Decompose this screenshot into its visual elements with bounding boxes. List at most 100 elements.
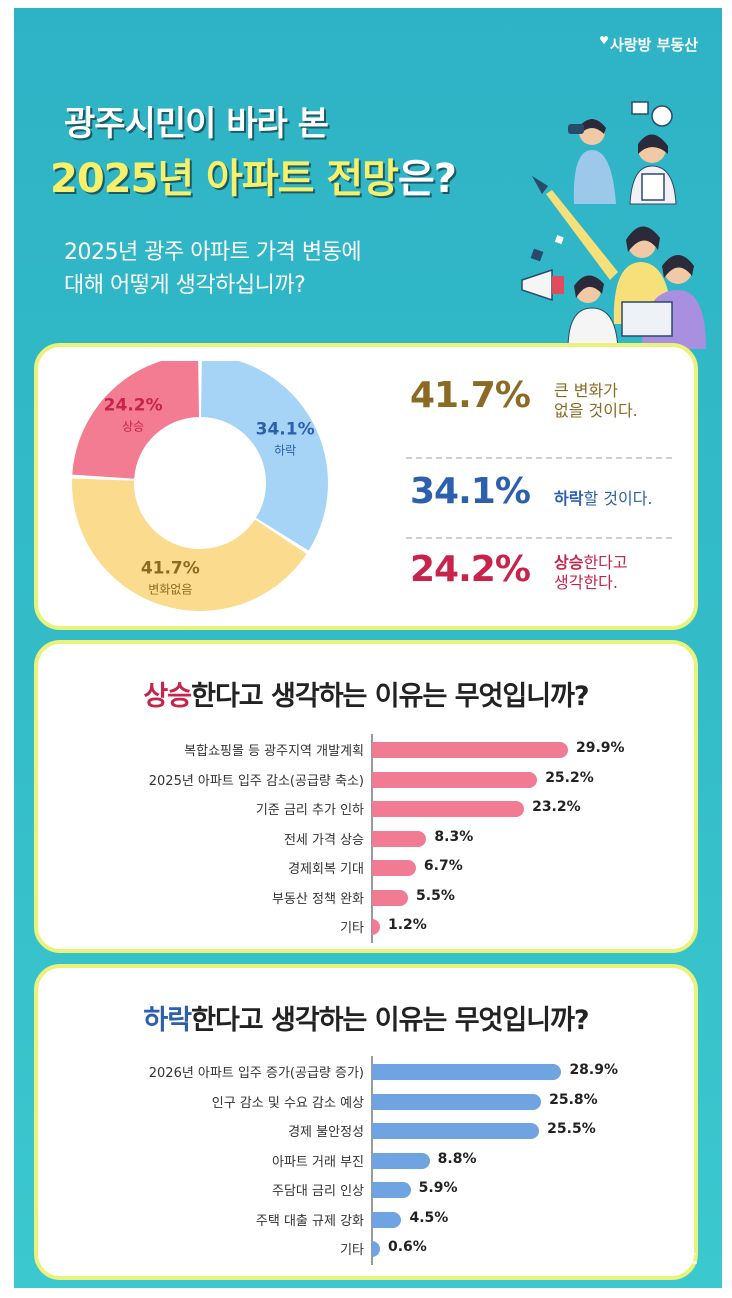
bar-category-label: 2025년 아파트 입주 감소(공급량 축소) <box>148 773 364 789</box>
heart-icon: ♥ <box>599 34 609 47</box>
bar <box>372 919 380 935</box>
bar-value-label: 8.8% <box>437 1150 477 1167</box>
bar <box>372 1182 411 1198</box>
divider <box>406 537 672 539</box>
donut-value-label: 41.7% <box>141 558 200 578</box>
bar <box>372 742 568 758</box>
donut-slice-0 <box>200 355 328 551</box>
brand-logo: ♥사랑방 부동산 <box>599 34 698 55</box>
bar <box>372 1093 542 1110</box>
bar <box>372 771 538 788</box>
bar-value-label: 25.2% <box>545 769 594 786</box>
summary-fall-key: 하락 <box>554 489 584 508</box>
bar-row: 2025년 아파트 입주 감소(공급량 축소) 25.2% <box>38 768 694 792</box>
question-line-2: 대해 어떻게 생각하십니까? <box>64 273 306 298</box>
bar-category-label: 부동산 정책 완화 <box>272 891 364 907</box>
bar <box>372 860 416 876</box>
bar <box>372 1211 402 1228</box>
rise-chart-title: 상승한다고 생각하는 이유는 무엇입니까? <box>38 674 694 713</box>
infographic-poster: ♥사랑방 부동산 광주시민이 바라 본 2025년 아파트 전망은? 2025년… <box>14 8 722 1288</box>
bar-category-label: 주택 대출 규제 강화 <box>255 1213 364 1229</box>
donut-category-label: 변화없음 <box>148 582 192 596</box>
bar-row: 인구 감소 및 수요 감소 예상 25.8% <box>38 1090 694 1114</box>
bar-category-label: 인구 감소 및 수요 감소 예상 <box>211 1095 364 1111</box>
bar-category-label: 경제 불안정성 <box>288 1125 364 1140</box>
bar-row: 아파트 거래 부진 8.8% <box>38 1149 694 1173</box>
bar <box>372 1064 562 1080</box>
bar-value-label: 29.9% <box>576 740 625 756</box>
rise-reasons-card: 상승한다고 생각하는 이유는 무엇입니까? 복합쇼핑몰 등 광주지역 개발계획 2… <box>34 640 698 953</box>
divider <box>406 457 672 459</box>
summary-card: 34.1% 하락 41.7% 변화없음 24.2% 상승 41.7% 큰 변화가 없을 것… <box>34 343 698 630</box>
summary-nochange-desc-line1: 큰 변화가 <box>554 381 618 400</box>
donut-slice-1 <box>72 478 307 611</box>
donut-svg: 34.1% 하락 41.7% 변화없음 24.2% 상승 <box>72 355 328 611</box>
bar-row: 2026년 아파트 입주 증가(공급량 증가) 28.9% <box>38 1060 694 1084</box>
bar-value-label: 25.5% <box>547 1121 596 1137</box>
bar <box>372 801 525 817</box>
bar-value-label: 0.6% <box>388 1239 427 1255</box>
summary-nochange: 41.7% 큰 변화가 없을 것이다. <box>410 369 700 433</box>
summary-rise: 24.2% 상승한다고 생각한다. <box>410 543 700 607</box>
summary-nochange-desc: 큰 변화가 없을 것이다. <box>554 381 638 421</box>
bar-category-label: 주담대 금리 인상 <box>272 1184 364 1199</box>
survey-question: 2025년 광주 아파트 가격 변동에 대해 어떻게 생각하십니까? <box>64 236 362 302</box>
bar-row: 복합쇼핑몰 등 광주지역 개발계획 29.9% <box>38 738 694 762</box>
bar <box>372 1123 540 1139</box>
summary-rise-key: 상승 <box>554 553 584 572</box>
summary-fall: 34.1% 하락할 것이다. <box>410 465 700 529</box>
bar-category-label: 아파트 거래 부진 <box>272 1154 364 1170</box>
fall-title-rest: 한다고 생각하는 이유는 무엇입니까? <box>191 1005 589 1036</box>
page-title-line1: 광주시민이 바라 본 <box>64 104 329 144</box>
people-illustration <box>521 101 706 349</box>
donut-category-label: 하락 <box>274 444 296 458</box>
summary-rise-desc: 상승한다고 생각한다. <box>554 553 628 593</box>
summary-fall-pct: 34.1% <box>410 471 531 512</box>
donut-value-label: 34.1% <box>256 420 315 440</box>
summary-fall-tail: 할 것이다. <box>583 489 653 508</box>
bar <box>372 1152 430 1169</box>
bar-category-label: 기준 금리 추가 인하 <box>255 803 364 818</box>
donut-category-label: 상승 <box>122 420 144 434</box>
bar-value-label: 4.5% <box>409 1209 449 1226</box>
bar-row: 기타 0.6% <box>38 1237 694 1261</box>
summary-nochange-desc-line2: 없을 것이다. <box>554 401 638 420</box>
bar-row: 전세 가격 상승 8.3% <box>38 827 694 851</box>
summary-rise-pct: 24.2% <box>410 549 531 590</box>
page-title-line2: 2025년 아파트 전망은? <box>50 146 457 204</box>
bar-value-label: 1.2% <box>388 917 427 933</box>
bar-row: 기준 금리 추가 인하 23.2% <box>38 797 694 821</box>
bar-category-label: 기타 <box>340 1243 364 1258</box>
bar <box>372 1241 380 1257</box>
bar-row: 경제 불안정성 25.5% <box>38 1119 694 1143</box>
rise-title-key: 상승 <box>143 681 192 712</box>
summary-fall-desc: 하락할 것이다. <box>554 489 653 509</box>
bar-value-label: 25.8% <box>549 1091 598 1108</box>
bar-row: 주택 대출 규제 강화 4.5% <box>38 1208 694 1232</box>
bar <box>372 830 427 847</box>
bar-value-label: 5.9% <box>418 1180 458 1196</box>
bar-category-label: 2026년 아파트 입주 증가(공급량 증가) <box>148 1066 364 1081</box>
watermark-logo: 뉴시스 <box>611 1238 700 1273</box>
bar-row: 주담대 금리 인상 5.9% <box>38 1178 694 1202</box>
bar-row: 경제회복 기대 6.7% <box>38 856 694 880</box>
bar-value-label: 23.2% <box>532 799 581 815</box>
fall-reasons-card: 하락한다고 생각하는 이유는 무엇입니까? 2026년 아파트 입주 증가(공급… <box>34 964 698 1280</box>
bar-category-label: 전세 가격 상승 <box>283 832 364 848</box>
bar-row: 기타 1.2% <box>38 915 694 939</box>
bar-value-label: 28.9% <box>569 1062 619 1078</box>
question-line-1: 2025년 광주 아파트 가격 변동에 <box>64 240 362 265</box>
donut-slice-2 <box>72 355 200 479</box>
bar-category-label: 경제회복 기대 <box>288 862 364 877</box>
summary-nochange-pct: 41.7% <box>410 375 531 416</box>
bar-value-label: 5.5% <box>416 887 455 904</box>
title-highlight: 2025년 아파트 전망 <box>50 156 399 202</box>
summary-rise-tail: 한다고 <box>583 553 628 572</box>
bar <box>372 889 409 906</box>
title-suffix: 은? <box>397 156 457 202</box>
rise-title-rest: 한다고 생각하는 이유는 무엇입니까? <box>191 681 589 712</box>
bar-value-label: 8.3% <box>434 828 474 845</box>
fall-title-key: 하락 <box>143 1005 192 1036</box>
donut-chart: 34.1% 하락 41.7% 변화없음 24.2% 상승 <box>56 355 356 619</box>
brand-name: 사랑방 부동산 <box>609 36 698 54</box>
